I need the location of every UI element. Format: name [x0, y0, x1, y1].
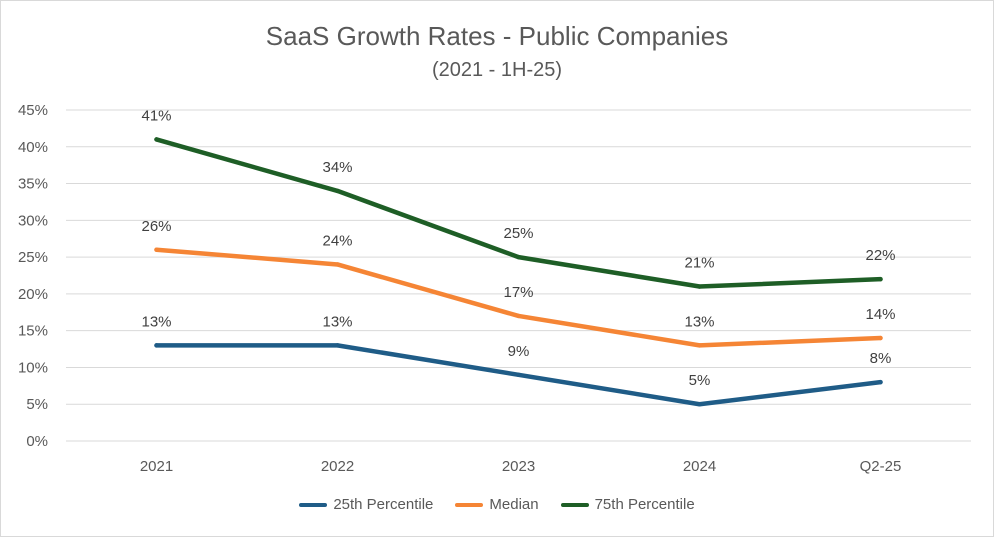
data-label: 21%: [684, 255, 714, 272]
data-point: [516, 313, 521, 319]
data-point: [154, 247, 159, 252]
y-tick-label: 25%: [18, 249, 48, 266]
data-point: [697, 284, 702, 289]
legend-label: 75th Percentile: [594, 496, 695, 513]
legend-item: 75th Percentile: [560, 496, 695, 513]
data-label: 24%: [322, 232, 352, 249]
y-tick-label: 45%: [18, 102, 48, 119]
data-point: [697, 402, 702, 407]
legend-swatch: [299, 502, 328, 507]
data-point: [335, 343, 340, 348]
data-point: [878, 276, 883, 282]
data-point: [335, 188, 340, 194]
x-tick-label: Q2-25: [860, 458, 902, 475]
data-point: [878, 335, 883, 341]
legend-label: Median: [489, 496, 539, 513]
y-tick-label: 35%: [18, 176, 48, 193]
data-label: 5%: [689, 372, 711, 389]
legend-item: 25th Percentile: [299, 496, 433, 513]
legend-label: 25th Percentile: [333, 496, 434, 513]
data-label: 13%: [141, 313, 171, 330]
data-label: 14%: [865, 306, 895, 323]
x-tick-label: 2021: [140, 458, 173, 475]
legend-item: Median: [455, 496, 539, 513]
y-tick-label: 15%: [18, 323, 48, 340]
x-tick-label: 2022: [321, 458, 354, 475]
legend: 25th Percentile Median 75th Percentile: [1, 496, 993, 513]
data-point: [335, 262, 340, 267]
data-label: 41%: [141, 107, 171, 124]
data-label: 13%: [322, 313, 352, 330]
y-tick-label: 30%: [18, 212, 48, 229]
data-label: 34%: [322, 159, 352, 176]
series-line-3: [154, 137, 883, 289]
data-point: [878, 379, 883, 385]
data-label: 13%: [684, 313, 714, 330]
data-label: 17%: [503, 284, 533, 301]
y-tick-label: 5%: [26, 396, 48, 413]
data-label: 26%: [141, 218, 171, 235]
y-tick-label: 10%: [18, 359, 48, 376]
legend-swatch: [455, 502, 484, 507]
data-label: 22%: [865, 247, 895, 264]
y-tick-label: 40%: [18, 139, 48, 156]
y-tick-label: 0%: [26, 433, 48, 450]
chart-subtitle: (2021 - 1H-25): [431, 59, 563, 81]
data-point: [516, 372, 521, 377]
data-label: 9%: [508, 343, 530, 360]
data-label: 25%: [503, 225, 533, 242]
data-label: 8%: [870, 350, 892, 367]
x-tick-label: 2024: [683, 458, 716, 475]
data-point: [154, 343, 159, 348]
data-point: [697, 343, 702, 348]
legend-swatch: [560, 502, 589, 507]
data-point: [154, 137, 159, 142]
data-point: [516, 254, 521, 260]
x-tick-label: 2023: [502, 458, 535, 475]
y-tick-label: 20%: [18, 286, 48, 303]
chart-title: SaaS Growth Rates - Public Companies: [265, 21, 729, 51]
